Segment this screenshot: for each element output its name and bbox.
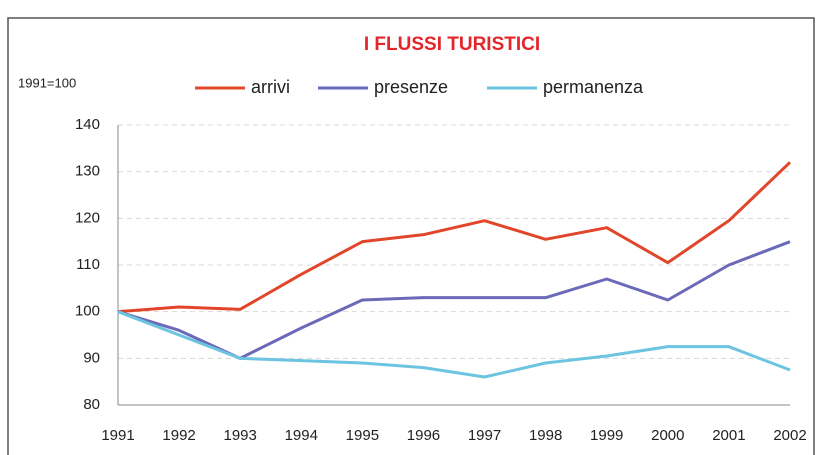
legend-label: arrivi [251, 77, 290, 97]
y-tick-label: 140 [75, 116, 100, 133]
x-tick-label: 1993 [223, 427, 256, 444]
x-tick-label: 1996 [407, 427, 440, 444]
chart-title: I FLUSSI TURISTICI [364, 34, 540, 55]
series-line [117, 310, 791, 379]
y-tick-label: 120 [75, 209, 100, 226]
x-tick-label: 2002 [773, 427, 806, 444]
y-tick-label: 90 [83, 349, 100, 366]
x-tick-label: 2001 [712, 427, 745, 444]
x-tick-label: 1998 [529, 427, 562, 444]
x-tick-label: 1997 [468, 427, 501, 444]
y-tick-label: 100 [75, 303, 100, 320]
series-line [117, 161, 792, 314]
x-tick-label: 1992 [162, 427, 195, 444]
legend-label: permanenza [543, 77, 644, 97]
x-tick-label: 1991 [101, 427, 134, 444]
y-tick-label: 80 [83, 396, 100, 413]
x-tick-label: 1995 [346, 427, 379, 444]
x-tick-label: 1994 [285, 427, 318, 444]
x-tick-label: 2000 [651, 427, 684, 444]
x-tick-label: 1999 [590, 427, 623, 444]
legend-label: presenze [374, 77, 448, 97]
y-axis-label: 1991=100 [18, 75, 76, 90]
y-tick-label: 110 [76, 256, 100, 273]
y-tick-label: 130 [75, 163, 100, 180]
